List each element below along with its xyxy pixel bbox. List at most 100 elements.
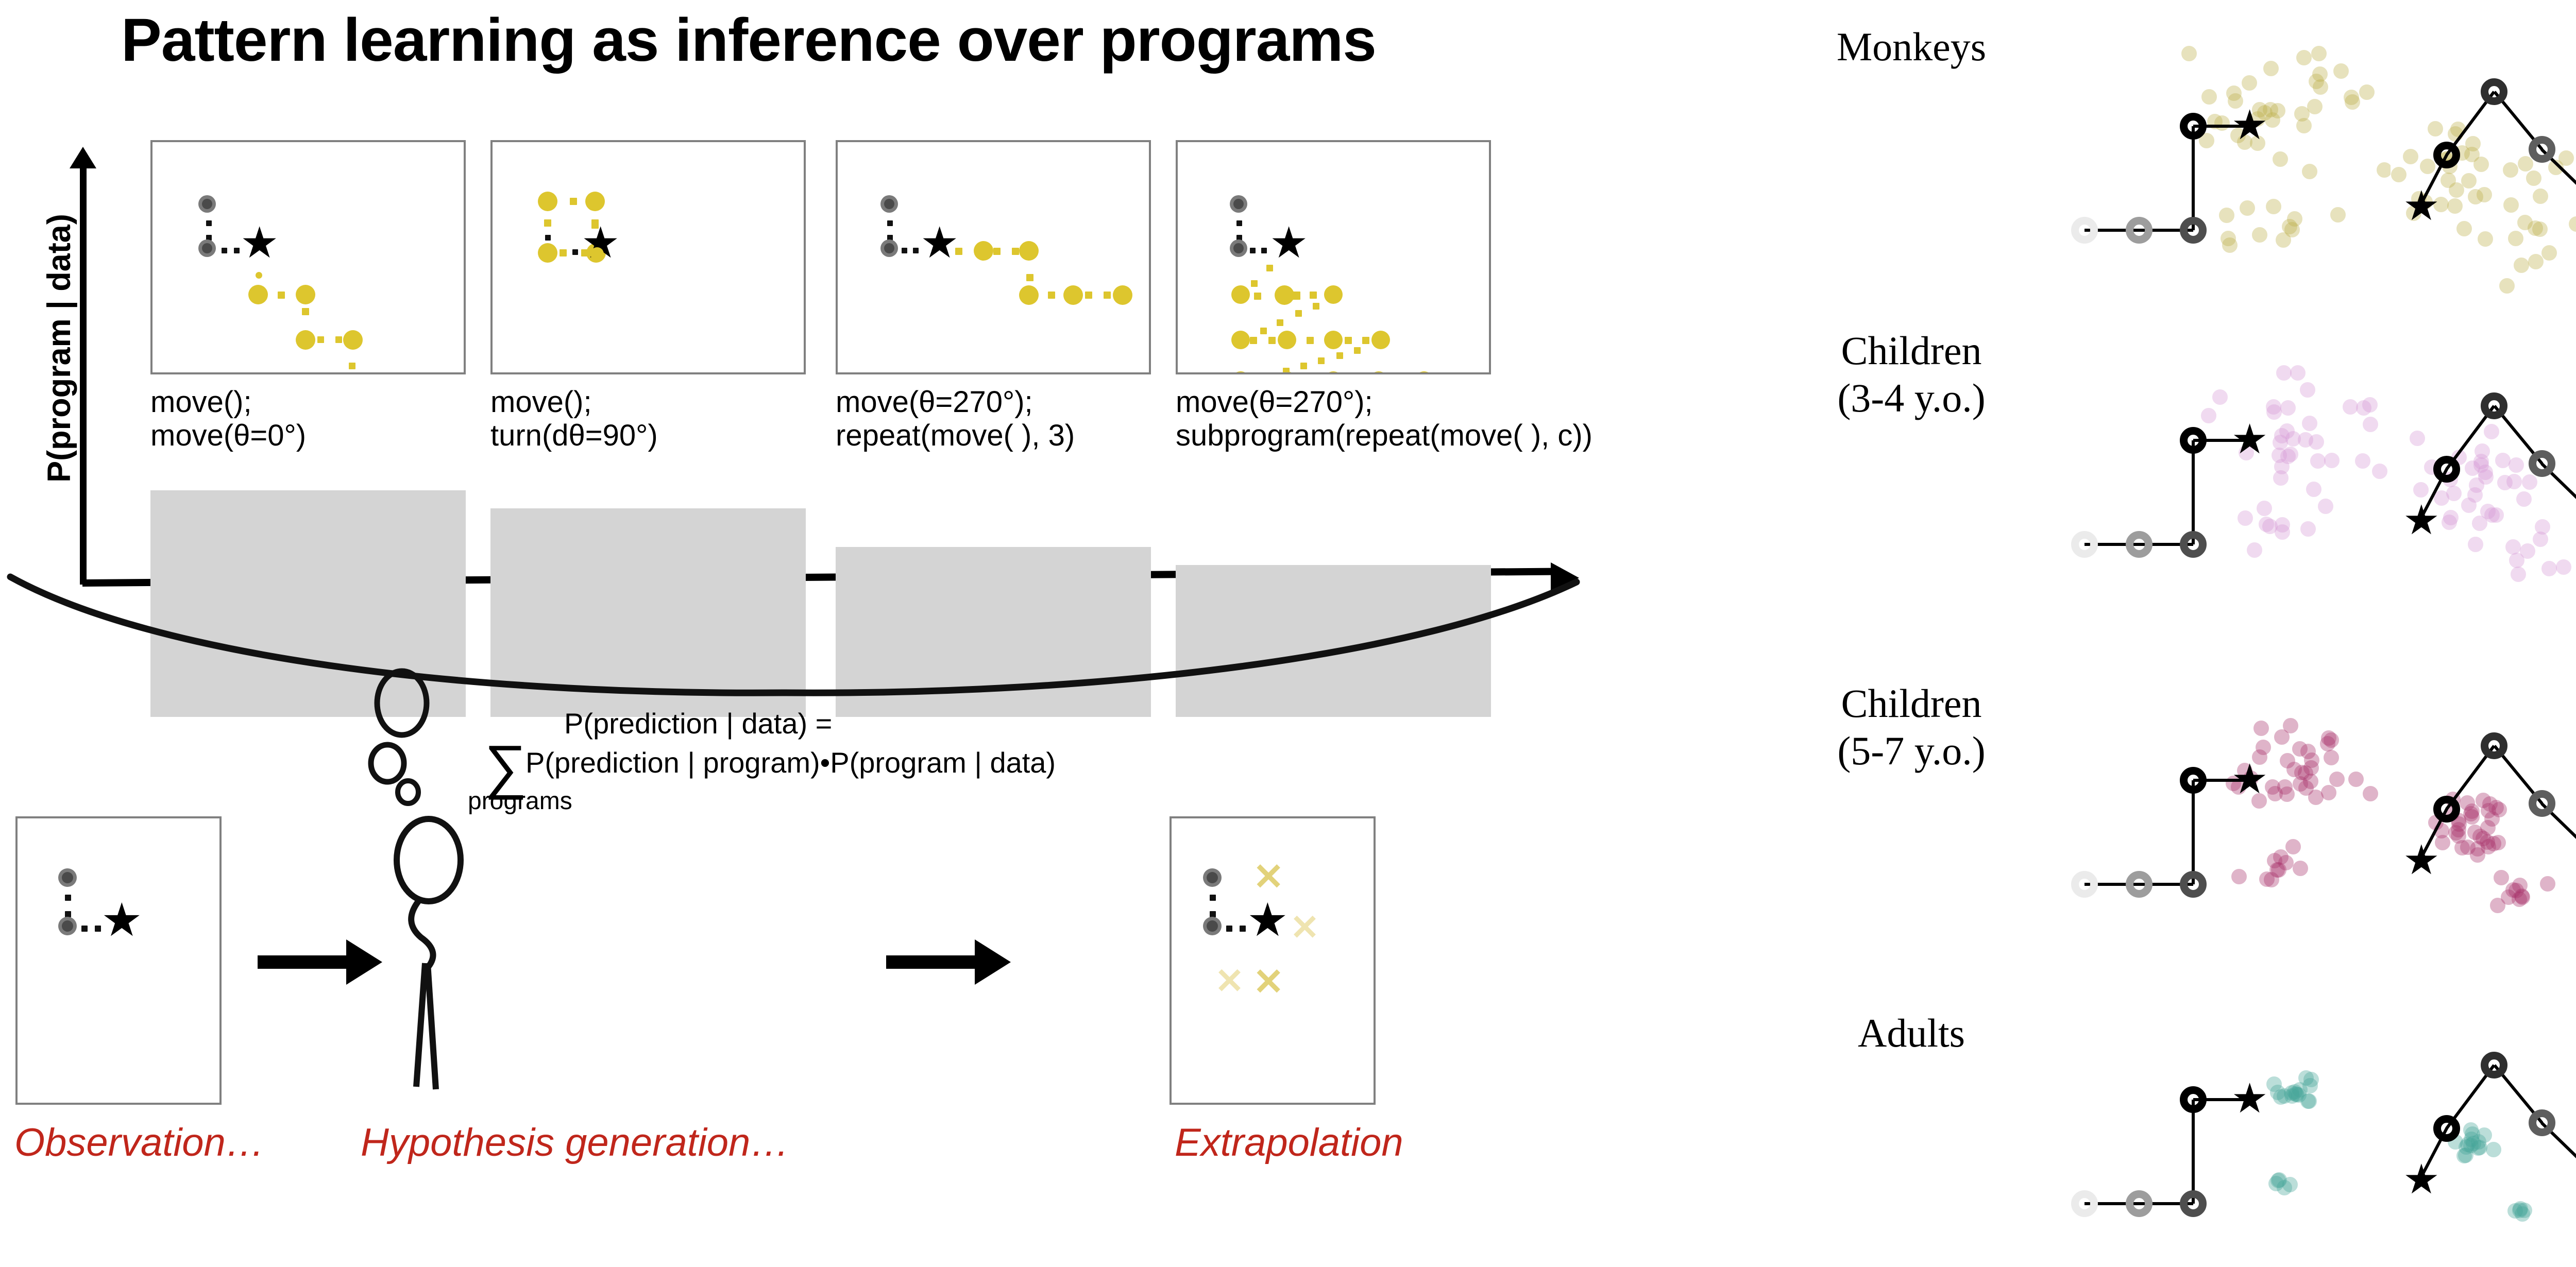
response-dot [2348, 771, 2364, 787]
stimulus-node [2071, 1190, 2098, 1217]
stimulus-edge [2139, 1202, 2194, 1205]
thinking-person-icon [368, 668, 464, 1090]
response-dot [2362, 417, 2378, 433]
equation-sum-symbol: ∑ [484, 733, 527, 800]
response-dot [2299, 382, 2315, 398]
response-dot [2517, 215, 2533, 231]
program-code-line-2: repeat(move( ), 3) [836, 418, 1075, 452]
stimulus-node [2433, 456, 2460, 483]
star-marker: ★ [240, 218, 279, 267]
stimulus-edge [2084, 1202, 2139, 1205]
extrapolation-caption: Extrapolation [1175, 1121, 1403, 1165]
response-dot [2413, 482, 2429, 498]
response-dot [2540, 876, 2556, 892]
stimulus-node [2528, 1109, 2555, 1136]
stimulus-node [2433, 1115, 2460, 1142]
observation-caption: Observation… [14, 1121, 265, 1165]
stimulus-node [2528, 790, 2555, 817]
response-dot [2477, 231, 2493, 247]
response-dot [2555, 559, 2571, 575]
stimulus-node [2180, 1086, 2207, 1114]
response-dot [2296, 49, 2312, 65]
response-scatter-cell: ★ [2050, 979, 2391, 1267]
response-dot [2441, 172, 2456, 188]
response-dot [2271, 447, 2287, 463]
response-dot [2247, 542, 2263, 558]
response-dot [2280, 400, 2296, 416]
response-dot [2222, 237, 2238, 253]
stimulus-node [2180, 870, 2207, 898]
response-dot [2306, 481, 2322, 497]
response-dot [2569, 216, 2576, 232]
response-dot [2534, 519, 2550, 535]
target-star-marker: ★ [2231, 416, 2268, 463]
response-dot [2329, 772, 2345, 787]
response-dot [2481, 803, 2497, 819]
response-dot [2256, 739, 2272, 755]
probability-bar-4 [1176, 565, 1491, 717]
stimulus-edge-to-star [2193, 779, 2248, 782]
response-dot [2273, 151, 2289, 167]
response-dot [2433, 490, 2449, 506]
response-dot [2181, 46, 2197, 62]
response-dot [2461, 173, 2477, 189]
response-dot [2456, 221, 2472, 237]
program-code-line-1: move(); [490, 385, 592, 419]
response-dot [2468, 189, 2484, 205]
response-dot [2301, 163, 2317, 179]
stimulus-node [2481, 392, 2508, 419]
response-dot [2274, 524, 2290, 540]
response-dot [2273, 470, 2289, 486]
response-dot [2377, 162, 2391, 178]
program-code-line-2: move(θ=0°) [150, 418, 307, 452]
equation-line-1: P(prediction | data) = [564, 707, 833, 740]
response-dot [2443, 509, 2459, 525]
response-dot [2257, 105, 2273, 121]
extrapolation-panel: ★ ✕ ✕ ✕ ✕ [1170, 816, 1376, 1105]
program-column-2: ★ move(); turn(dθ=90°) [490, 140, 810, 717]
star-marker: ★ [1269, 218, 1309, 267]
stimulus-edge [2192, 1100, 2195, 1204]
target-star-marker: ★ [2403, 183, 2440, 229]
star-marker: ★ [1247, 895, 1289, 946]
response-dot [2258, 516, 2274, 532]
response-dot [2214, 115, 2230, 131]
response-dot [2238, 444, 2254, 460]
stimulus-node [2071, 530, 2098, 558]
flow-arrow-1-head [346, 939, 382, 985]
y-axis-line [80, 160, 87, 585]
program-thumbnail-1: ★ [150, 140, 466, 374]
response-dot [2478, 469, 2494, 485]
response-dot [2298, 432, 2314, 448]
target-star-marker: ★ [2231, 756, 2268, 802]
response-dot [2318, 499, 2334, 515]
stimulus-node [2125, 530, 2153, 558]
program-thumbnail-2: ★ [490, 140, 806, 374]
response-dot [2313, 79, 2329, 95]
response-dot [2302, 416, 2317, 432]
response-dot [2497, 474, 2513, 490]
response-dot [2503, 197, 2519, 213]
target-star-marker: ★ [2231, 102, 2268, 148]
response-dot [2402, 148, 2418, 164]
response-dot [2256, 501, 2272, 517]
response-scatter-cell: ★ [2385, 979, 2576, 1267]
right-results-panel: Monkeys Children (3-4 y.o.) Children (5-… [1762, 0, 2576, 1222]
response-dot [2242, 75, 2258, 91]
response-dot [2362, 397, 2378, 413]
response-dot [2484, 507, 2500, 523]
observation-panel: ★ [15, 816, 222, 1105]
response-dot [2541, 245, 2557, 261]
response-dot [2447, 198, 2463, 214]
target-star-marker: ★ [2403, 497, 2440, 543]
response-dot [2505, 539, 2521, 555]
response-dot [2493, 869, 2509, 885]
response-dot [2464, 803, 2480, 819]
response-dot [2503, 162, 2519, 178]
response-dot [2528, 254, 2544, 270]
response-dot [2461, 497, 2477, 513]
response-dot [2292, 741, 2308, 757]
response-dot [2275, 232, 2291, 248]
response-scatter-cell: ★ [2050, 319, 2391, 608]
row-label-children-3-4: Children (3-4 y.o.) [1837, 328, 1986, 421]
